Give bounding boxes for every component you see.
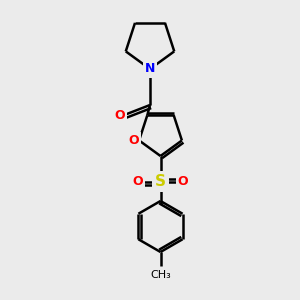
Text: N: N [145, 62, 155, 76]
Text: O: O [178, 175, 188, 188]
Text: O: O [128, 134, 139, 147]
Text: O: O [133, 175, 143, 188]
Text: CH₃: CH₃ [150, 270, 171, 280]
Text: O: O [115, 109, 125, 122]
Text: S: S [155, 174, 166, 189]
